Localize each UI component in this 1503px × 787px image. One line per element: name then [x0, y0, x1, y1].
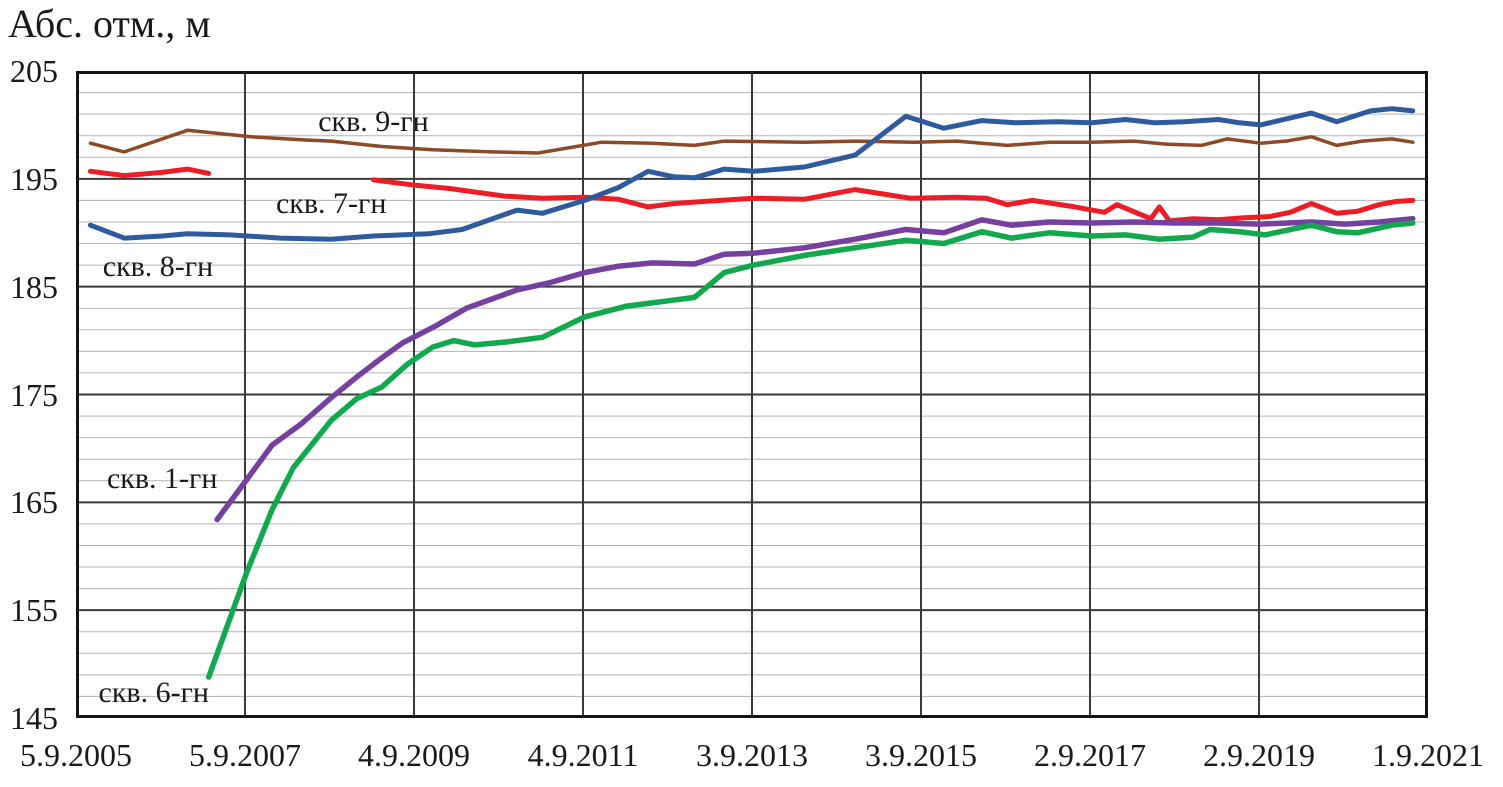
y-axis-title: Абс. отм., м [8, 1, 211, 46]
series-label-skv-9-gn: скв. 9-гн [318, 104, 429, 138]
y-tick-label: 155 [10, 592, 58, 629]
y-tick-label: 145 [10, 700, 58, 736]
y-tick-label: 195 [10, 160, 58, 197]
x-tick-label: 2.9.2019 [1203, 737, 1315, 773]
series-line-skv-6-gn [205, 220, 1416, 680]
x-tick-label: 3.9.2015 [865, 737, 977, 773]
plot-border [76, 71, 1428, 718]
x-tick-label: 3.9.2013 [696, 737, 808, 773]
x-tick-label: 4.9.2009 [358, 737, 470, 773]
x-tick-label: 2.9.2017 [1034, 737, 1146, 773]
series-label-skv-8-gn: скв. 8-гн [102, 250, 214, 284]
series-line-skv-7-gn [87, 166, 212, 179]
x-tick-label: 4.9.2011 [527, 737, 639, 773]
series-line-skv-8-gn [87, 106, 1416, 242]
y-tick-label: 185 [10, 268, 58, 305]
series-line-skv-7-gn [370, 177, 1416, 224]
y-tick-label: 205 [10, 53, 58, 89]
series-line-skv-1-gn [214, 215, 1416, 523]
y-tick-label: 175 [10, 376, 58, 413]
series-label-skv-7-gn: скв. 7-гн [275, 186, 387, 220]
plot-area [76, 71, 1428, 718]
x-tick-label: 5.9.2005 [20, 737, 132, 773]
x-tick-label: 5.9.2007 [189, 737, 301, 773]
series-label-skv-1-gn: скв. 1-гн [106, 461, 218, 495]
series-label-skv-6-gn: скв. 6-гн [98, 676, 209, 710]
series-line-skv-9-gn [88, 128, 1415, 155]
y-tick-label: 165 [10, 484, 58, 521]
x-tick-label: 1.9.2021 [1372, 737, 1484, 773]
